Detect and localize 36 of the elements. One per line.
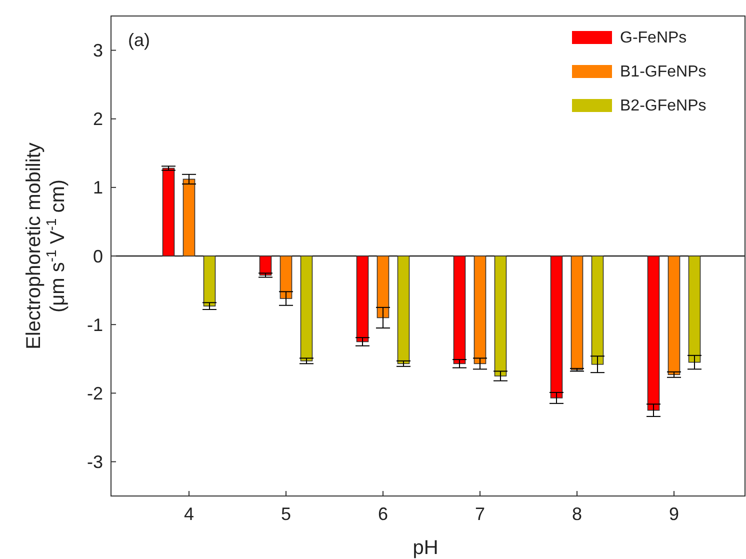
y-tick-label: -2 xyxy=(86,383,103,404)
annotation: (a) xyxy=(128,30,150,50)
bar xyxy=(570,256,584,370)
y-tick-label: -3 xyxy=(86,452,103,472)
bar xyxy=(203,256,216,306)
bar xyxy=(162,168,175,256)
bar xyxy=(280,256,292,299)
x-tick-label: 4 xyxy=(184,504,194,524)
bar xyxy=(300,256,313,362)
x-tick-label: 9 xyxy=(668,504,680,524)
x-tick-label: 6 xyxy=(378,504,388,524)
y-tick-label: -1 xyxy=(86,314,103,335)
bar xyxy=(474,256,486,364)
bar xyxy=(356,256,369,342)
y-tick-label: 2 xyxy=(92,109,103,130)
legend-label: B1-GFeNPs xyxy=(620,64,706,81)
y-tick-label: 3 xyxy=(92,40,103,61)
y-tick-label: 1 xyxy=(92,178,103,198)
bar xyxy=(182,178,196,256)
bar xyxy=(453,256,466,364)
bar xyxy=(494,256,507,376)
legend-label: B2-GFeNPs xyxy=(620,98,706,115)
bar xyxy=(397,256,410,364)
x-tick-label: 7 xyxy=(474,504,486,524)
x-tick-label: 8 xyxy=(572,504,582,524)
x-tick-label: 5 xyxy=(280,504,292,524)
y-tick-label: 0 xyxy=(92,246,103,266)
bar xyxy=(647,256,660,411)
bar xyxy=(376,256,390,318)
bar xyxy=(550,256,563,398)
bar xyxy=(688,256,701,363)
x-axis-title: pH xyxy=(412,537,438,559)
bar xyxy=(259,256,272,276)
bar xyxy=(668,256,680,376)
legend-label: G-FeNPs xyxy=(620,30,687,47)
bar xyxy=(591,256,604,365)
